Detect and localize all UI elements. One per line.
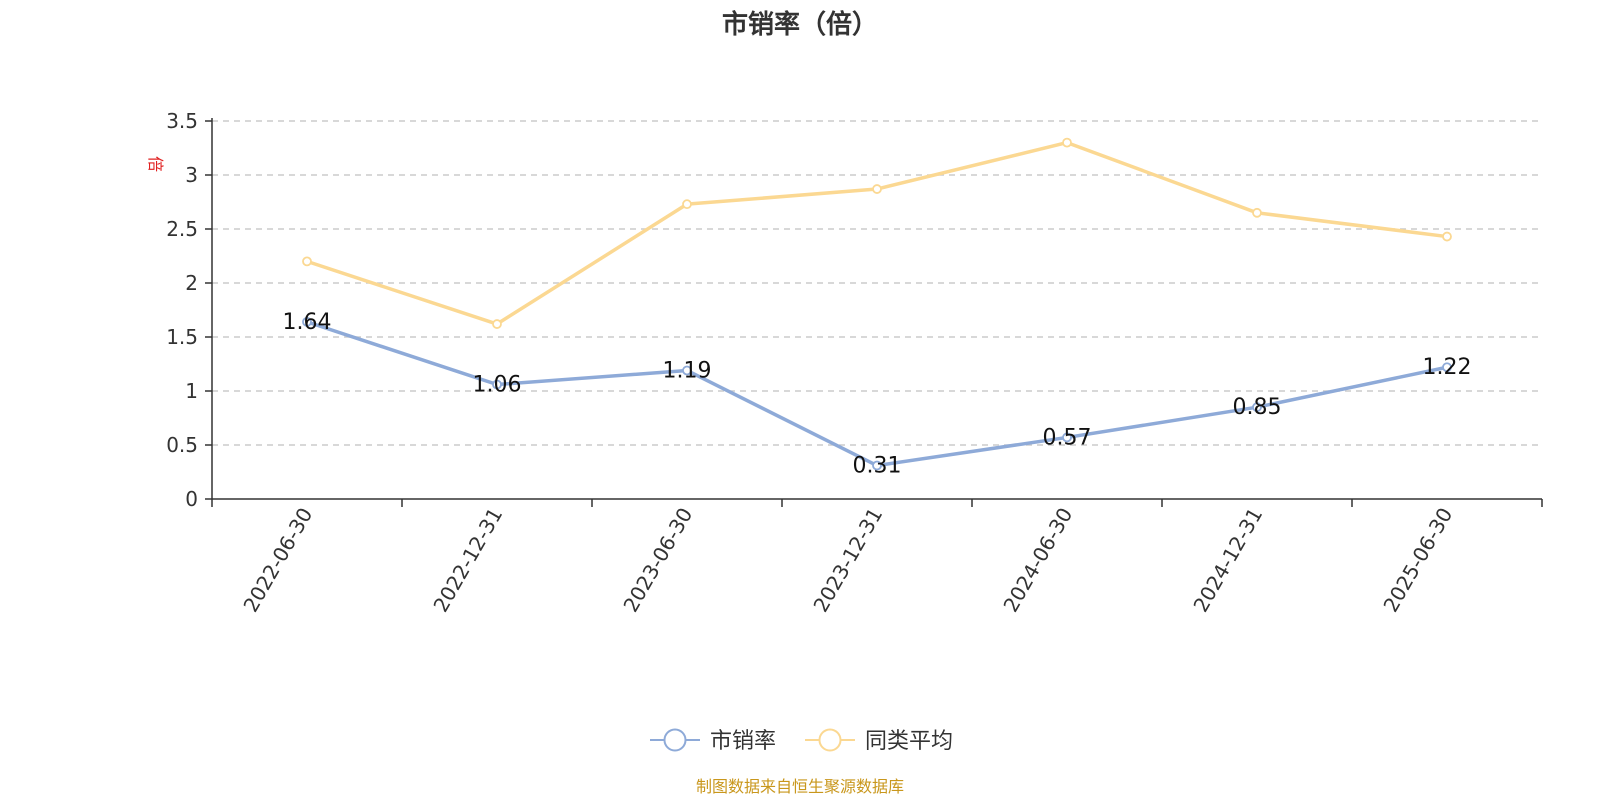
- data-point: [1252, 207, 1262, 218]
- y-tick-label: 0: [185, 487, 198, 511]
- legend: 市销率 同类平均: [650, 728, 953, 754]
- y-tick-label: 0.5: [166, 433, 198, 457]
- x-tick-label: 2024-06-30: [998, 504, 1077, 617]
- x-tick-label: 2022-12-31: [428, 504, 507, 617]
- data-point: [302, 316, 312, 327]
- y-tick-label: 1.5: [166, 325, 198, 349]
- chart-title: 市销率（倍）: [722, 9, 878, 40]
- x-tick-label: 2023-12-31: [808, 504, 887, 617]
- data-point: [872, 460, 882, 471]
- legend-label-2: 同类平均: [865, 729, 953, 754]
- data-label: 1.06: [473, 373, 522, 398]
- data-label: 0.31: [853, 454, 902, 479]
- data-label: 0.85: [1233, 395, 1282, 420]
- data-label: 1.22: [1423, 355, 1472, 380]
- legend-marker-2: [818, 728, 842, 752]
- legend-marker-1: [663, 728, 687, 752]
- data-point: [1252, 402, 1262, 413]
- source-note: 制图数据来自恒生聚源数据库: [696, 777, 904, 796]
- y-tick-label: 3: [185, 163, 198, 187]
- data-point: [1062, 137, 1072, 148]
- data-point: [1062, 432, 1072, 443]
- y-tick-label: 1: [185, 379, 198, 403]
- y-tick-label: 3.5: [166, 109, 198, 133]
- data-label: 1.19: [663, 358, 712, 383]
- x-tick-label: 2024-12-31: [1188, 504, 1267, 617]
- data-point: [492, 319, 502, 329]
- y-tick-label: 2.5: [166, 217, 198, 241]
- data-label: 0.57: [1043, 425, 1092, 450]
- y-tick-label: 2: [185, 271, 198, 295]
- data-point: [1442, 362, 1452, 373]
- series-group: [302, 137, 1452, 471]
- x-tick-label: 2022-06-30: [238, 504, 317, 617]
- data-point: [872, 184, 882, 194]
- series-line-2: [306, 140, 1448, 326]
- legend-label-1: 市销率: [710, 729, 776, 754]
- data-point: [682, 365, 692, 376]
- x-tick-label: 2025-06-30: [1378, 504, 1457, 617]
- x-axis-ticks: 2022-06-30 2022-12-31 2023-06-30 2023-12-31…: [211, 499, 1543, 617]
- data-point: [682, 199, 692, 210]
- axes: [211, 118, 1542, 500]
- data-labels: 1.64 1.06 1.19 0.31 0.57 0.85 1.22: [283, 310, 1472, 479]
- data-point: [302, 256, 312, 267]
- x-tick-label: 2023-06-30: [618, 504, 697, 617]
- data-label: 1.64: [283, 310, 332, 335]
- data-point: [492, 379, 502, 390]
- data-point: [1442, 231, 1452, 242]
- y-axis-ticks: 0 0.5 1 1.5 2 2.5 3 3.5: [166, 109, 212, 511]
- y-axis-unit: 倍: [146, 156, 165, 172]
- grid-lines: [212, 120, 1542, 446]
